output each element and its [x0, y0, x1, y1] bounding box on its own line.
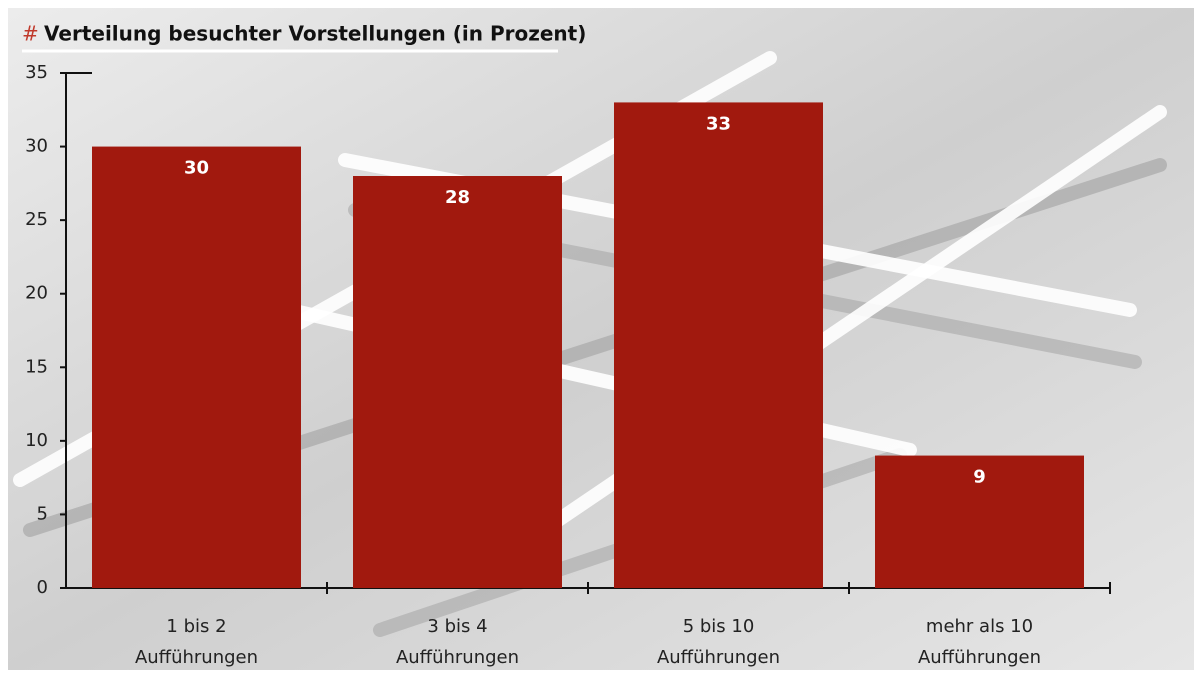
- x-tick-label: 3 bis 4: [427, 616, 487, 637]
- y-tick-label: 10: [25, 430, 48, 451]
- value-label: 28: [445, 187, 470, 208]
- y-tick-label: 0: [37, 577, 48, 598]
- x-tick-label: Aufführungen: [135, 647, 258, 668]
- y-tick-label: 30: [25, 136, 48, 157]
- bar: [353, 176, 562, 588]
- value-label: 9: [973, 467, 986, 488]
- x-tick-label: mehr als 10: [926, 616, 1033, 637]
- chart-title: Verteilung besuchter Vorstellungen (in P…: [44, 22, 586, 46]
- x-tick-label: Aufführungen: [396, 647, 519, 668]
- y-tick-label: 20: [25, 283, 48, 304]
- value-label: 30: [184, 158, 209, 179]
- x-tick-label: 5 bis 10: [683, 616, 755, 637]
- bar: [614, 102, 823, 588]
- bar: [92, 146, 301, 589]
- x-tick-label: 1 bis 2: [166, 616, 226, 637]
- y-tick-label: 15: [25, 356, 48, 377]
- x-tick-label: Aufführungen: [657, 647, 780, 668]
- value-label: 33: [706, 113, 731, 134]
- y-tick-label: 25: [25, 209, 48, 230]
- x-tick-label: Aufführungen: [918, 647, 1041, 668]
- y-tick-label: 5: [37, 503, 48, 524]
- bar: [875, 455, 1084, 588]
- title-marker: #: [22, 22, 39, 46]
- y-tick-label: 35: [25, 62, 48, 83]
